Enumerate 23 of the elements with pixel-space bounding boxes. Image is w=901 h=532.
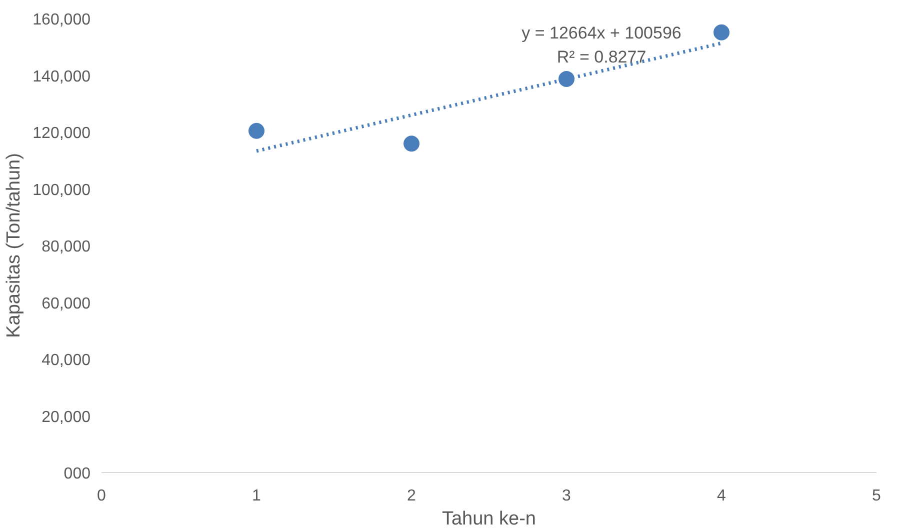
y-tick-label: 120,000 (32, 125, 91, 142)
y-tick-label: 100,000 (32, 182, 91, 199)
x-tick-label: 4 (717, 488, 726, 504)
x-tick-label: 0 (97, 488, 106, 504)
x-tick-label: 5 (872, 488, 882, 504)
y-tick-label: 160,000 (32, 12, 91, 28)
y-axis-title: Kapasitas (Ton/tahun) (4, 153, 25, 338)
annotation: y = 12664x + 100596 (522, 24, 682, 42)
x-axis-title: Tahun ke-n (442, 508, 536, 530)
y-tick-label: 20,000 (42, 408, 91, 426)
y-tick-label: 80,000 (42, 238, 91, 256)
y-tick-label: 60,000 (42, 295, 91, 312)
x-tick-label: 1 (252, 488, 262, 504)
point (404, 136, 420, 152)
x-tick-label: 2 (407, 488, 416, 504)
annotation: R² = 0.8277 (556, 48, 646, 66)
x-tick-label: 3 (562, 488, 572, 504)
point (558, 70, 574, 87)
y-tick-label: 140,000 (32, 68, 91, 86)
y-tick-label: 000 (64, 466, 91, 482)
point (248, 122, 264, 139)
y-tick-label: 40,000 (42, 352, 91, 369)
point (714, 24, 730, 40)
